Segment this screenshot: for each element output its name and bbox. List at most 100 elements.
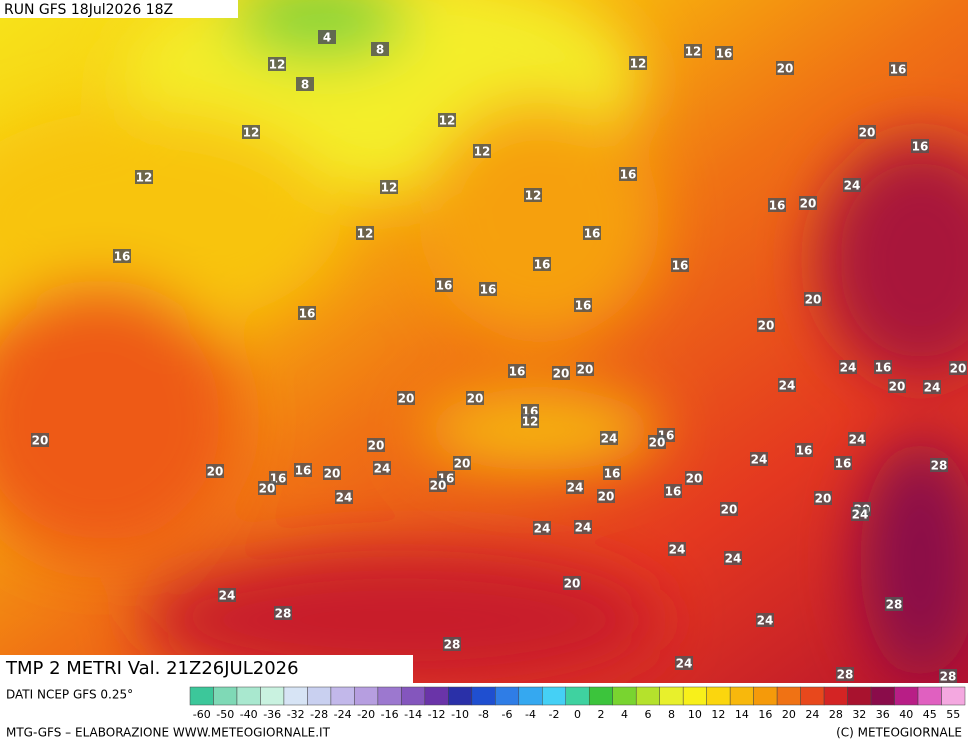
- contour-label: 16: [796, 444, 813, 458]
- label-box: [371, 42, 389, 56]
- label-box: [839, 360, 857, 374]
- contour-label: 24: [757, 614, 774, 628]
- label-box: [453, 456, 471, 470]
- label-box: [356, 226, 374, 240]
- label-box: [889, 62, 907, 76]
- colorbar-tick-label: -60: [193, 708, 211, 721]
- colorbar-tick-label: -14: [404, 708, 422, 721]
- contour-label: 24: [575, 521, 592, 535]
- label-box: [684, 44, 702, 58]
- contour-label: 24: [336, 491, 353, 505]
- contour-label: 16: [114, 250, 131, 264]
- label-box: [258, 481, 276, 495]
- label-box: [298, 306, 316, 320]
- color-swatch: [213, 686, 238, 706]
- label-box: [574, 298, 592, 312]
- contour-label: 16: [769, 199, 786, 213]
- contour-label: 24: [852, 508, 869, 522]
- color-swatch: [753, 686, 778, 706]
- label-box: [664, 484, 682, 498]
- contour-label: 24: [534, 522, 551, 536]
- color-swatch: [189, 686, 214, 706]
- label-box: [521, 414, 539, 428]
- contour-label: 20: [859, 126, 876, 140]
- contour-label: 20: [686, 472, 703, 486]
- contour-label: 24: [725, 552, 742, 566]
- label-box: [294, 463, 312, 477]
- label-box: [799, 196, 817, 210]
- temperature-field: [0, 0, 968, 683]
- contour-label: 24: [567, 481, 584, 495]
- label-box: [804, 292, 822, 306]
- color-swatch: [495, 686, 520, 706]
- color-swatch: [565, 686, 590, 706]
- label-box: [939, 669, 957, 683]
- contour-label: 16: [480, 283, 497, 297]
- colorbar-tick-label: -10: [451, 708, 469, 721]
- colorbar-tick-label: -20: [357, 708, 375, 721]
- color-swatch: [307, 686, 332, 706]
- color-swatch: [448, 686, 473, 706]
- label-box: [533, 257, 551, 271]
- label-box: [778, 378, 796, 392]
- contour-label: 16: [835, 457, 852, 471]
- contour-label: 12: [525, 189, 542, 203]
- contour-label: 12: [474, 145, 491, 159]
- contour-label: 20: [454, 457, 471, 471]
- colorbar-tick-label: 0: [574, 708, 581, 721]
- colorbar-tick-label: -50: [216, 708, 234, 721]
- contour-label: 20: [564, 577, 581, 591]
- contour-label: 16: [295, 464, 312, 478]
- label-box: [429, 478, 447, 492]
- label-box: [648, 435, 666, 449]
- contour-label: 20: [207, 465, 224, 479]
- contour-label: 24: [779, 379, 796, 393]
- colorbar-tick-label: 10: [688, 708, 702, 721]
- contour-label: 24: [374, 462, 391, 476]
- color-swatch: [847, 686, 872, 706]
- contour-label: 20: [800, 197, 817, 211]
- contour-label: 12: [243, 126, 260, 140]
- contour-label: 12: [685, 45, 702, 59]
- contour-label: 28: [931, 459, 948, 473]
- contour-label: 16: [436, 279, 453, 293]
- contour-label: 16: [912, 140, 929, 154]
- colorbar-tick-label: 32: [852, 708, 866, 721]
- label-box: [533, 521, 551, 535]
- colorbar-tick-label: 4: [621, 708, 628, 721]
- contour-label: 20: [758, 319, 775, 333]
- color-swatch: [283, 686, 308, 706]
- label-box: [874, 360, 892, 374]
- contour-label: 24: [924, 381, 941, 395]
- contour-label: 16: [299, 307, 316, 321]
- label-box: [603, 466, 621, 480]
- label-box: [930, 458, 948, 472]
- color-swatch: [917, 686, 942, 706]
- label-box: [435, 278, 453, 292]
- label-box: [768, 198, 786, 212]
- colorbar-tick-label: -24: [334, 708, 352, 721]
- contour-label: 20: [805, 293, 822, 307]
- label-box: [443, 637, 461, 651]
- contour-label: 20: [467, 392, 484, 406]
- label-box: [466, 391, 484, 405]
- label-box: [757, 318, 775, 332]
- color-swatch: [941, 686, 966, 706]
- label-box: [795, 443, 813, 457]
- contour-label: 20: [815, 492, 832, 506]
- contour-label: 8: [376, 43, 384, 57]
- label-box: [397, 391, 415, 405]
- label-box: [836, 667, 854, 681]
- field-title: TMP 2 METRI Val. 21Z26JUL2026: [5, 658, 299, 679]
- contour-label: 16: [584, 227, 601, 241]
- contour-label: 12: [269, 58, 286, 72]
- contour-label: 4: [323, 31, 331, 45]
- contour-label: 20: [259, 482, 276, 496]
- contour-label: 24: [676, 657, 693, 671]
- colorbar-tick-label: 45: [923, 708, 937, 721]
- contour-label: 16: [575, 299, 592, 313]
- color-swatch: [776, 686, 801, 706]
- color-swatch: [401, 686, 426, 706]
- label-box: [885, 597, 903, 611]
- contour-label: 24: [840, 361, 857, 375]
